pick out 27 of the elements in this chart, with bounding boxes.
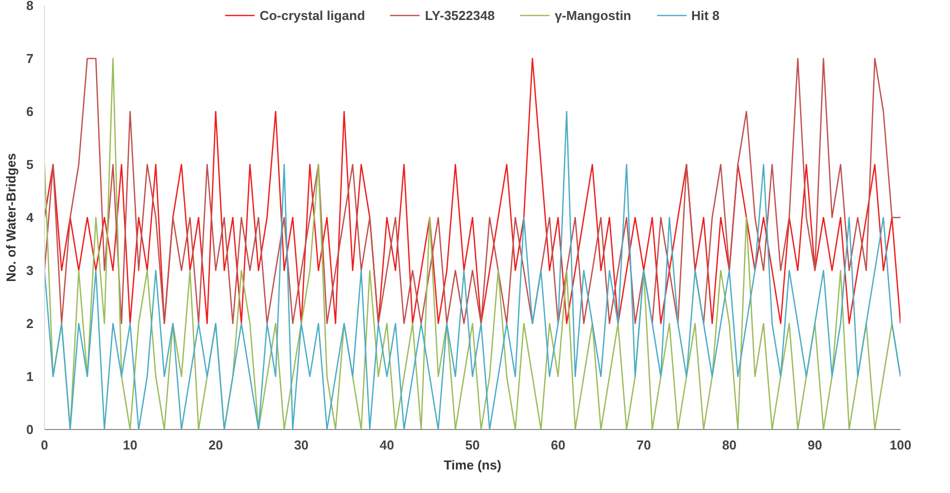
x-tick-label: 60 xyxy=(550,438,566,452)
x-tick-label: 0 xyxy=(40,438,48,452)
y-tick-label: 8 xyxy=(26,0,34,13)
legend-label: LY-3522348 xyxy=(425,8,495,22)
y-tick-label: 7 xyxy=(26,51,34,66)
y-tick-label: 6 xyxy=(26,104,34,119)
x-tick-label: 10 xyxy=(122,438,138,452)
x-tick-label: 30 xyxy=(294,438,309,452)
y-tick-label: 1 xyxy=(26,369,34,384)
x-tick-label: 80 xyxy=(722,438,737,452)
y-tick-label: 4 xyxy=(26,210,34,225)
x-tick-label: 100 xyxy=(890,438,912,452)
y-tick-label: 5 xyxy=(26,157,34,172)
y-tick-label: 2 xyxy=(26,316,34,331)
x-axis-title: Time (ns) xyxy=(444,458,502,472)
x-tick-label: 20 xyxy=(208,438,223,452)
y-tick-label: 3 xyxy=(26,263,34,278)
y-tick-label: 0 xyxy=(26,422,34,437)
legend-label: Hit 8 xyxy=(691,8,720,22)
y-axis-title: No. of Water-Bridges xyxy=(3,153,18,282)
legend-label: γ-Mangostin xyxy=(554,8,632,22)
line-series xyxy=(44,58,900,324)
x-tick-label: 70 xyxy=(636,438,651,452)
x-tick-label: 50 xyxy=(465,438,480,452)
x-tick-label: 40 xyxy=(380,438,394,452)
x-tick-label: 90 xyxy=(808,438,822,452)
legend-label: Co-crystal ligand xyxy=(260,8,366,22)
